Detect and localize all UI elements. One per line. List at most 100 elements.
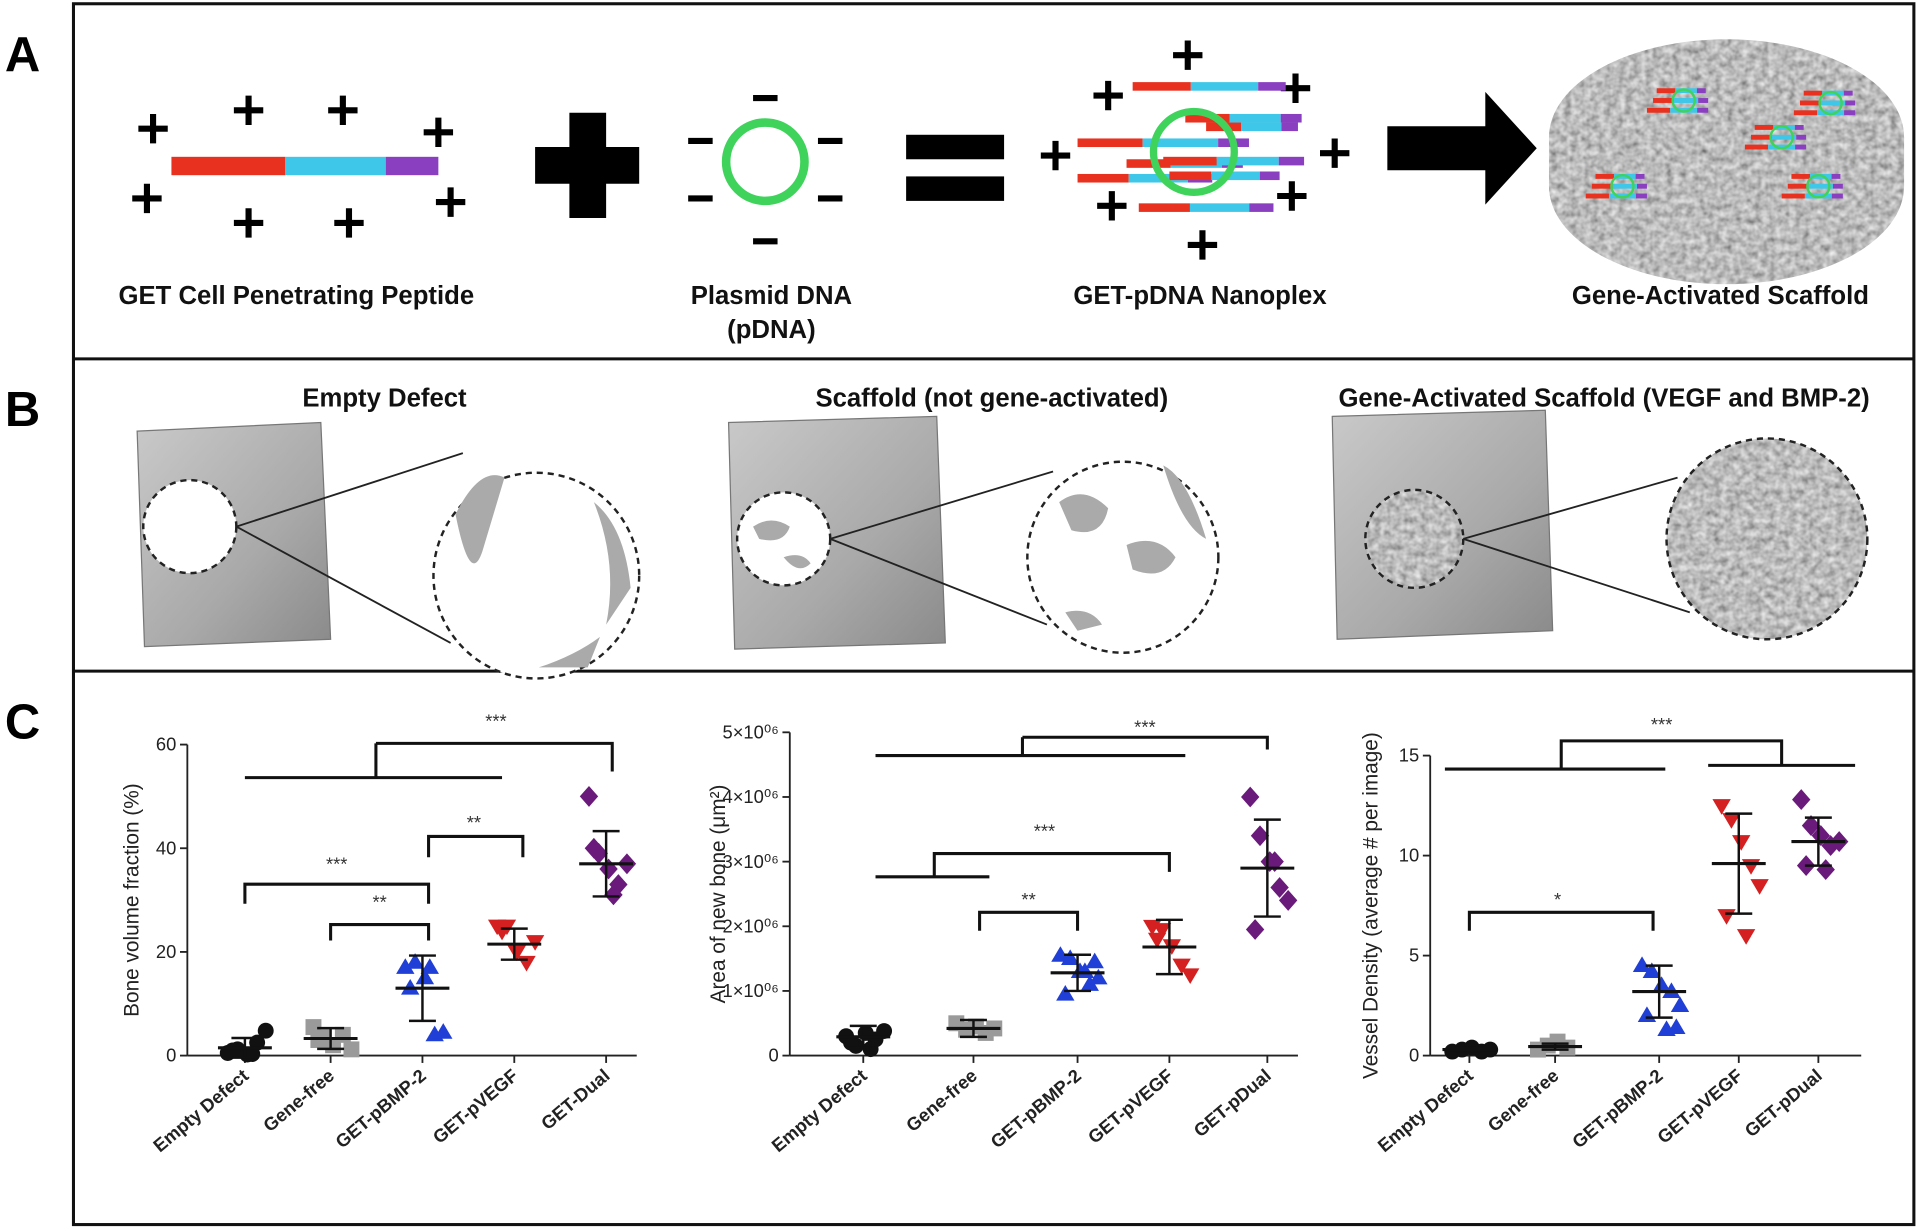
caption: GET-pDNA Nanoplex — [1073, 282, 1327, 310]
peptide-segment — [1751, 134, 1772, 140]
data-point — [1147, 932, 1167, 949]
panel-title: Scaffold (not gene-activated) — [815, 385, 1168, 413]
data-point — [434, 1023, 453, 1039]
data-point — [1637, 1006, 1657, 1023]
significance-bracket — [1022, 735, 1269, 750]
defect — [735, 491, 832, 587]
y-axis-label: Bone volume fraction (%) — [120, 783, 143, 1016]
peptide-segment — [1258, 82, 1286, 91]
y-tick-label: 15 — [1399, 745, 1419, 766]
peptide-segment — [1241, 122, 1282, 132]
peptide-segment — [1229, 113, 1281, 123]
zoom-line — [235, 525, 452, 644]
peptide-segment — [1077, 173, 1129, 183]
peptide-segment — [1185, 113, 1230, 123]
peptide-segment — [1794, 124, 1804, 130]
data-point — [396, 958, 415, 974]
peptide-segment — [1138, 203, 1190, 212]
peptide-segment — [1211, 171, 1260, 181]
x-tick-label: GET-pVEGF — [1084, 1065, 1177, 1148]
caption: (pDNA) — [727, 316, 816, 344]
x-tick-label: GET-pBMP-2 — [1568, 1065, 1667, 1153]
peptide-segment — [1142, 138, 1219, 148]
data-point — [1732, 835, 1751, 851]
bone-fragment — [1059, 465, 1207, 631]
panel-b-images — [136, 409, 1869, 680]
peptide-segment — [171, 156, 286, 176]
data-point — [599, 858, 618, 880]
defect — [142, 478, 238, 575]
x-tick-label: GET-pVEGF — [1653, 1065, 1746, 1148]
data-point — [1750, 879, 1769, 895]
peptide-segment — [1278, 156, 1305, 166]
significance-label: *** — [326, 854, 347, 875]
plus-sign — [1320, 138, 1350, 168]
plasmid — [1610, 173, 1635, 199]
peptide-segment — [1249, 203, 1274, 212]
y-tick-label: 60 — [156, 734, 176, 755]
peptide-segment — [1635, 173, 1645, 179]
data-point — [862, 1041, 879, 1058]
peptide-segment — [1796, 134, 1807, 140]
peptide-segment — [1585, 193, 1609, 199]
panel-label: C — [5, 695, 40, 749]
data-point — [1061, 949, 1080, 966]
plasmid — [1818, 90, 1843, 116]
y-tick-label: 20 — [156, 941, 176, 962]
plus-sign — [1187, 230, 1218, 260]
zoom-line — [829, 538, 1048, 626]
data-point — [1085, 952, 1104, 969]
peptide-segment — [1832, 183, 1843, 189]
caption: Gene-Activated Scaffold — [1572, 282, 1869, 310]
x-tick-label: GET-pBMP-2 — [986, 1065, 1085, 1153]
panel-label: A — [5, 28, 40, 82]
data-point — [343, 1041, 360, 1058]
equals — [906, 134, 1005, 160]
peptide-segment — [1820, 100, 1846, 106]
significance-label: *** — [1134, 717, 1155, 738]
plasmid — [1806, 173, 1831, 199]
data-point — [1736, 929, 1756, 945]
zoom-line — [1462, 537, 1691, 614]
data-point — [1089, 968, 1108, 985]
zoom — [1026, 460, 1220, 654]
plasmid — [721, 118, 809, 206]
x-tick-label: Empty Defect — [149, 1065, 252, 1157]
peptide-segment — [1169, 171, 1212, 181]
plasmid — [1671, 88, 1696, 113]
data-point — [1670, 996, 1690, 1013]
x-tick-label: GET-Dual — [537, 1065, 614, 1134]
data-point — [405, 953, 425, 969]
peptide-segment — [1795, 144, 1807, 150]
peptide-segment — [385, 156, 439, 176]
x-tick-label: Gene-free — [1483, 1065, 1562, 1136]
peptide-segment — [1791, 173, 1811, 179]
peptide-segment — [1132, 82, 1191, 91]
defect — [1365, 489, 1464, 588]
significance-bracket — [329, 923, 431, 941]
plus-sign — [334, 208, 364, 238]
significance-label: ** — [467, 812, 481, 833]
peptide-segment — [1771, 134, 1797, 140]
data-point — [1792, 789, 1811, 810]
bone-fragment — [753, 520, 811, 569]
peptide-segment — [1696, 88, 1706, 94]
significance-bracket — [427, 834, 525, 858]
peptide-segment — [1163, 156, 1217, 166]
bone-fragment — [455, 475, 631, 668]
peptide-segment — [1190, 82, 1259, 91]
zoom — [1666, 438, 1868, 640]
y-tick-label: 0 — [1409, 1045, 1419, 1066]
data-point — [257, 1022, 274, 1039]
data-point — [1241, 786, 1260, 808]
peptide-segment — [1754, 124, 1774, 130]
data-point — [1652, 976, 1671, 993]
y-tick-label: 0 — [166, 1045, 176, 1066]
peptide-segment — [1637, 183, 1647, 189]
data-point — [1667, 1018, 1686, 1035]
data-point — [604, 884, 623, 906]
significance-label: *** — [1034, 821, 1055, 842]
peptide-segment — [1591, 183, 1613, 189]
peptide-segment — [1697, 107, 1709, 113]
